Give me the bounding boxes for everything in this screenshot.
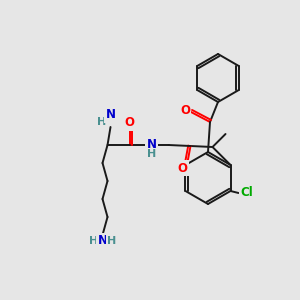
Text: O: O	[178, 161, 188, 175]
Text: H: H	[147, 149, 156, 159]
Text: O: O	[180, 104, 190, 118]
Text: O: O	[124, 116, 134, 130]
Text: N: N	[146, 137, 157, 151]
Text: N: N	[98, 235, 107, 248]
Text: H: H	[89, 236, 98, 246]
Text: N: N	[106, 109, 116, 122]
Text: H: H	[107, 236, 116, 246]
Text: Cl: Cl	[240, 187, 253, 200]
Text: H: H	[97, 117, 106, 127]
